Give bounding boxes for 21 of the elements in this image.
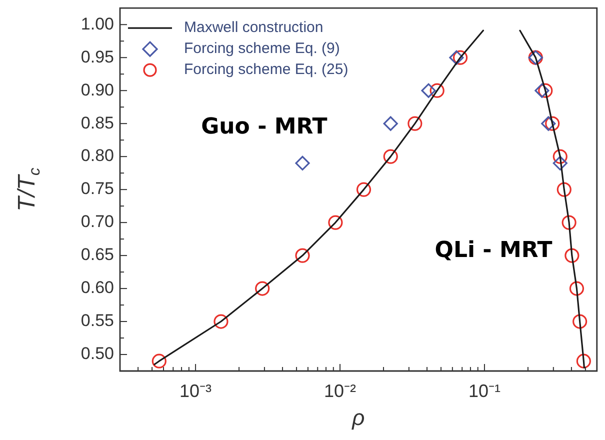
y-tick-label: 0.60 — [80, 278, 114, 298]
y-tick-label: 1.00 — [80, 14, 114, 34]
y-tick-label: 0.70 — [80, 212, 114, 232]
y-tick-label: 0.85 — [80, 113, 114, 132]
legend-label: Forcing scheme Eq. (9) — [184, 40, 340, 58]
annotation: QLi - MRT — [434, 238, 552, 263]
y-tick-label: 0.65 — [80, 245, 114, 264]
legend-label: Forcing scheme Eq. (25) — [184, 61, 348, 78]
x-axis-title: ρ — [351, 405, 365, 430]
y-tick-label: 0.50 — [80, 344, 114, 364]
y-axis-title: T/Tc — [14, 167, 44, 212]
y-tick-label: 0.80 — [80, 146, 114, 166]
annotation: Guo - MRT — [201, 114, 328, 140]
y-tick-label: 0.95 — [80, 47, 114, 66]
x-tick-label: 10⁻² — [324, 380, 356, 401]
y-tick-label: 0.90 — [80, 80, 114, 100]
x-tick-label: 10⁻¹ — [468, 380, 500, 401]
legend-label: Maxwell construction — [184, 19, 324, 36]
y-tick-label: 0.75 — [80, 179, 114, 198]
y-tick-label: 0.55 — [80, 311, 114, 330]
x-tick-label: 10⁻³ — [180, 380, 212, 401]
